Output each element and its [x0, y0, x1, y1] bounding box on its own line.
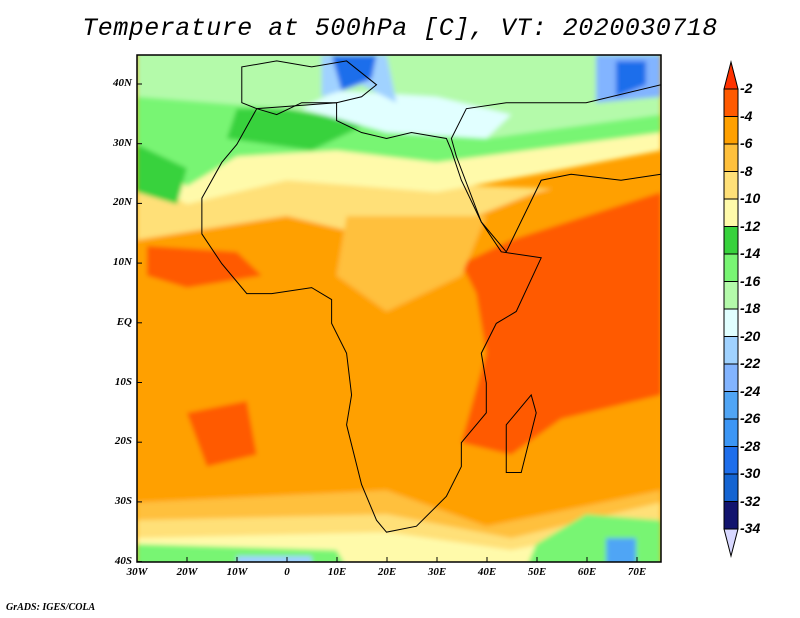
- colorbar-box: [723, 253, 739, 282]
- x-tick-label: 60E: [577, 566, 597, 578]
- y-tick-label: 30N: [113, 136, 132, 149]
- colorbar-box: [723, 116, 739, 145]
- colorbar-label: -12: [740, 217, 761, 234]
- colorbar-label: -20: [740, 327, 761, 344]
- map-title: Temperature at 500hPa [C], VT: 202003071…: [82, 14, 718, 43]
- x-tick-label: 70E: [627, 566, 647, 578]
- colorbar-box: [723, 391, 739, 420]
- colorbar-box: [723, 363, 739, 392]
- temperature-region: [186, 400, 257, 467]
- temperature-region: [301, 90, 512, 139]
- y-tick-label: 40N: [113, 77, 132, 89]
- grads-credit: GrADS: IGES/COLA: [6, 602, 96, 613]
- colorbar-box: [723, 143, 739, 172]
- colorbar-label: -18: [740, 300, 761, 316]
- colorbar-label: -4: [740, 107, 753, 124]
- temperature-region: [616, 60, 646, 97]
- colorbar-box: [723, 336, 739, 365]
- colorbar-label: -10: [740, 190, 761, 206]
- y-tick-label: 30S: [114, 494, 132, 507]
- colorbar-box: [723, 446, 739, 475]
- x-tick-label: 10W: [226, 566, 248, 578]
- colorbar-box: [723, 473, 739, 502]
- colorbar-box: [723, 308, 739, 337]
- temperature-region: [137, 144, 187, 205]
- temperature-region: [336, 216, 487, 312]
- y-tick-label: 40S: [114, 554, 132, 567]
- temperature-region: [331, 55, 377, 91]
- x-tick-label: 40E: [477, 566, 497, 578]
- x-tick-label: 20E: [377, 566, 397, 578]
- y-tick-label: 10N: [113, 256, 132, 269]
- temperature-region: [606, 538, 636, 562]
- colorbar-label: -22: [740, 355, 761, 371]
- colorbar-label: -32: [740, 492, 761, 509]
- y-tick-label: 20N: [113, 196, 132, 209]
- x-tick-label: 20W: [176, 566, 198, 578]
- colorbar-label: -34: [740, 520, 761, 536]
- colorbar-box: [723, 171, 739, 200]
- colorbar-label: -28: [740, 437, 761, 454]
- europe-coastline: [241, 60, 378, 110]
- colorbar-label: -24: [740, 382, 761, 399]
- x-tick-label: 30W: [126, 566, 148, 578]
- colorbar-label: -2: [740, 80, 753, 96]
- colorbar-box: [723, 198, 739, 227]
- colorbar-label: -6: [740, 135, 753, 151]
- temperature-region: [226, 108, 362, 151]
- y-tick-label: EQ: [116, 315, 132, 328]
- asia-coastline: [450, 84, 661, 253]
- colorbar-bottom-triangle: [723, 528, 739, 558]
- temperature-region: [461, 192, 661, 455]
- colorbar-box: [723, 418, 739, 447]
- x-tick-label: 30E: [427, 566, 447, 578]
- y-tick-label: 10S: [114, 375, 132, 388]
- x-tick-label: 10E: [327, 566, 347, 578]
- colorbar-label: -14: [740, 245, 761, 261]
- colorbar-label: -8: [740, 162, 753, 179]
- colorbar-top-triangle: [723, 60, 739, 90]
- map-frame: [136, 54, 662, 563]
- y-tick-label: 20S: [114, 435, 132, 448]
- colorbar-label: -16: [740, 272, 761, 289]
- colorbar-box: [723, 501, 739, 530]
- temperature-region: [236, 556, 312, 562]
- africa-coastline: [201, 102, 542, 533]
- x-tick-label: 50E: [527, 566, 547, 578]
- x-tick-label: 0: [284, 566, 290, 578]
- madagascar-coastline: [505, 393, 537, 474]
- colorbar-box: [723, 226, 739, 255]
- colorbar-label: -30: [740, 465, 761, 481]
- colorbar-box: [723, 88, 739, 117]
- colorbar-box: [723, 281, 739, 310]
- colorbar-label: -26: [740, 410, 761, 426]
